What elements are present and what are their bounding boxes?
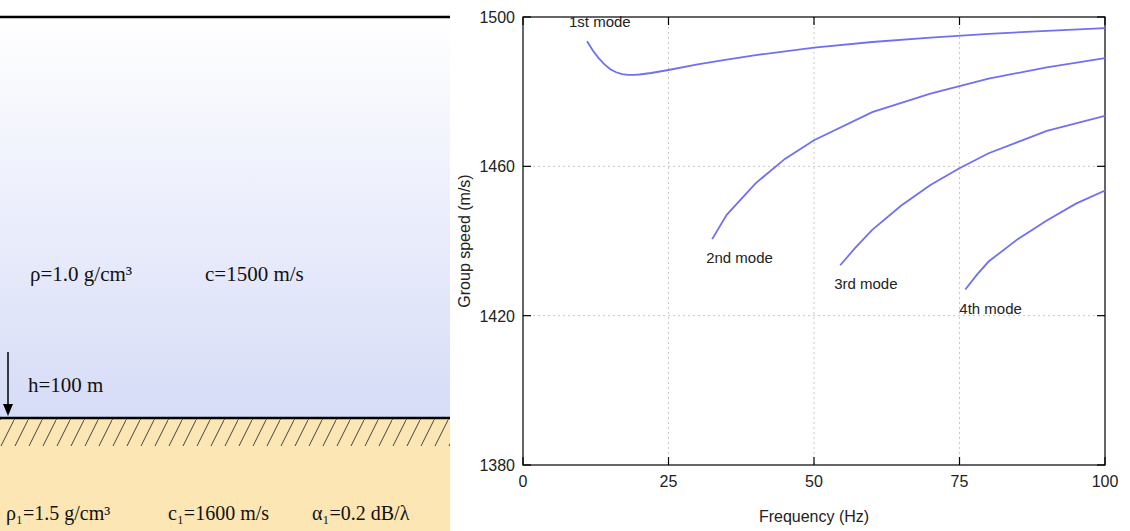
- y-tick-label: 1460: [479, 158, 515, 175]
- y-axis-title: Group speed (m/s): [456, 174, 473, 307]
- plot-frame: [523, 17, 1105, 465]
- grid-line: [814, 17, 815, 465]
- chart: 0 25 50 75 100 1380 1420 1460 1500 Frequency (Hz)…: [456, 9, 1118, 525]
- series-label: 2nd mode: [706, 249, 773, 266]
- x-axis-title: Frequency (Hz): [759, 508, 869, 525]
- water-layer: [0, 17, 450, 418]
- bottom-hatch: [0, 418, 450, 446]
- bottom-attenuation: α₁=0.2 dB/λ: [312, 502, 410, 524]
- tick: [959, 17, 960, 25]
- grid-line: [668, 17, 669, 465]
- mode-curve: [712, 58, 1105, 239]
- grid-line: [959, 17, 960, 465]
- figure: ρ=1.0 g/cm³ c=1500 m/s h=100 m ρ₁=1.5 g/cm³…: [0, 0, 1130, 531]
- seabed-line: [0, 417, 450, 420]
- series-label: 1st mode: [569, 13, 631, 30]
- y-tick-label: 1420: [479, 308, 515, 325]
- x-tick-label: 0: [519, 473, 528, 490]
- mode-curve: [587, 28, 1105, 75]
- depth-arrow-head: [3, 404, 13, 416]
- mode-curve: [965, 191, 1105, 290]
- tick: [523, 315, 531, 316]
- surface-line: [0, 16, 450, 19]
- bottom-speed: c₁=1600 m/s: [168, 502, 269, 524]
- tick: [668, 457, 669, 465]
- y-tick-label: 1380: [479, 457, 515, 474]
- mode-curve: [840, 116, 1105, 265]
- x-tick-label: 75: [951, 473, 969, 490]
- tick: [813, 457, 814, 465]
- waveguide-diagram: ρ=1.0 g/cm³ c=1500 m/s h=100 m ρ₁=1.5 g/cm³…: [0, 17, 450, 531]
- x-tick-label: 25: [660, 473, 678, 490]
- tick: [668, 17, 669, 25]
- water-density: ρ=1.0 g/cm³: [30, 262, 132, 286]
- series-lines: [587, 28, 1105, 289]
- grid-line: [523, 166, 1105, 167]
- series-label: 3rd mode: [834, 275, 897, 292]
- depth-label: h=100 m: [28, 373, 103, 397]
- depth-arrow: [7, 352, 9, 408]
- grid: [523, 17, 1105, 465]
- y-tick-label: 1500: [479, 9, 515, 26]
- bottom-density: ρ₁=1.5 g/cm³: [6, 502, 110, 525]
- x-tick-label: 100: [1092, 473, 1119, 490]
- bottom-layer: [0, 418, 450, 531]
- tick: [1097, 166, 1105, 167]
- tick: [523, 166, 531, 167]
- tick: [959, 457, 960, 465]
- tick: [813, 17, 814, 25]
- axes: 0 25 50 75 100 1380 1420 1460 1500 Frequency (Hz)…: [456, 9, 1118, 525]
- tick: [1097, 315, 1105, 316]
- series-labels: 1st mode 2nd mode 3rd mode 4th mode: [569, 13, 1022, 316]
- series-label: 4th mode: [959, 300, 1022, 317]
- water-speed: c=1500 m/s: [205, 262, 304, 286]
- x-tick-label: 50: [805, 473, 823, 490]
